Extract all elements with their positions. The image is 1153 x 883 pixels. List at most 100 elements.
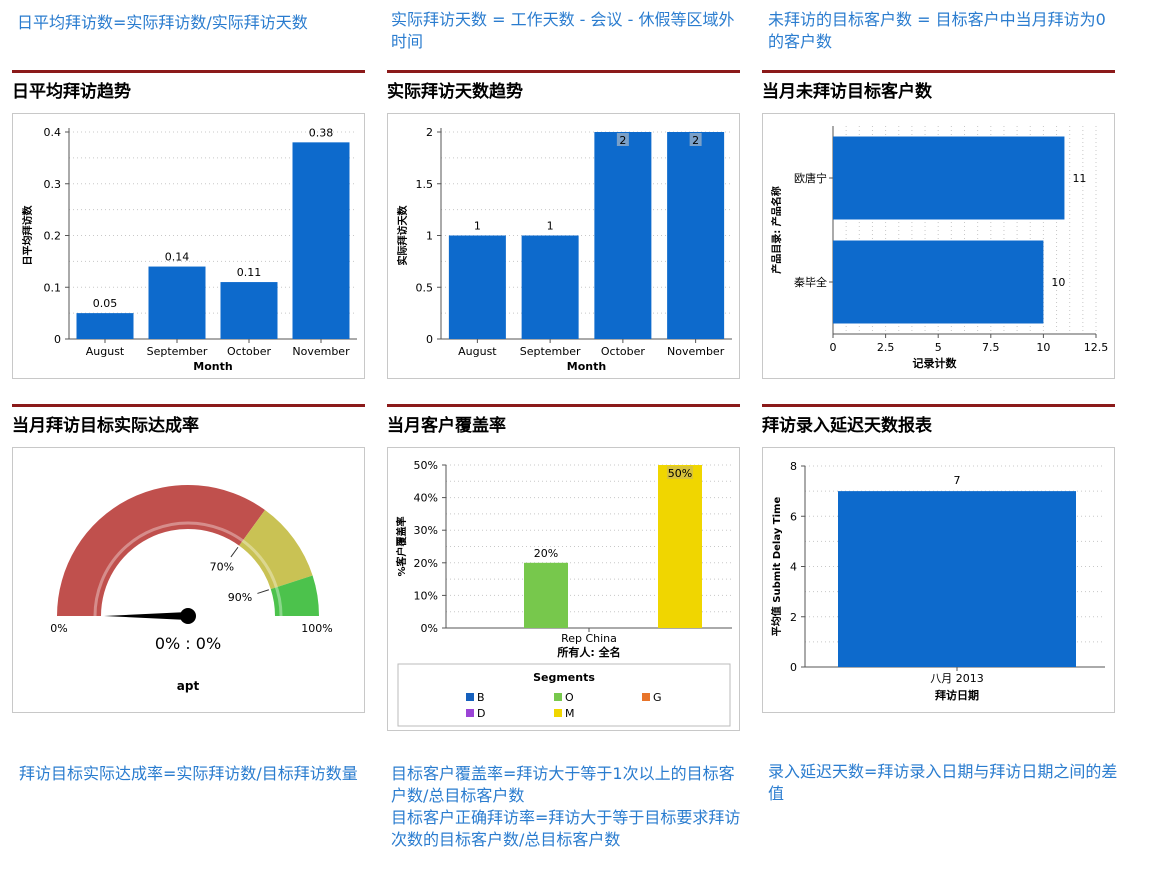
y-tick-label: 0.3 — [44, 178, 62, 191]
panel-title-actual-days: 实际拜访天数趋势 — [387, 82, 523, 102]
title-rule-4 — [12, 404, 365, 407]
y-tick-label: 30% — [414, 524, 438, 537]
x-tick-label: September — [520, 345, 581, 358]
title-rule-6 — [762, 404, 1115, 407]
gauge-min-label: 0% — [50, 622, 67, 635]
chart-panel-entry-delay: 0 2 4 6 8 7 八月 2013 拜访日期 平均值 Submit Delay Time — [762, 447, 1115, 713]
bar-3 — [667, 132, 725, 339]
y-tick-label: 2 — [790, 611, 797, 624]
actual-days-bar-chart: 0 0.5 1 1.5 2 1 August 1 September 2 October 2 Novem… — [396, 126, 732, 373]
note-coverage-formula: 目标客户覆盖率=拜访大于等于1次以上的目标客户数/总目标客户数 目标客户正确拜访… — [391, 764, 741, 849]
data-label-bg — [689, 133, 702, 146]
bar-0 — [448, 235, 506, 339]
y-tick-label: 50% — [414, 459, 438, 472]
data-label: 0.11 — [237, 266, 262, 279]
legend-title: Segments — [533, 671, 595, 684]
y-tick-label: 1 — [426, 230, 433, 243]
data-label-bg — [667, 466, 693, 479]
x-tick-label: October — [601, 345, 645, 358]
x-tick-label: 八月 2013 — [930, 672, 984, 685]
achievement-gauge: 70% 90% 0% 100% 0% : 0% apt — [50, 485, 333, 693]
data-label: 0.05 — [93, 297, 118, 310]
x-tick-label: 12.5 — [1084, 341, 1109, 354]
x-tick-label: August — [86, 345, 125, 358]
y-tick-label: 欧唐宁 — [794, 171, 827, 185]
legend-swatch-M — [554, 709, 562, 717]
legend-swatch-D — [466, 709, 474, 717]
y-axis-title: 平均值 Submit Delay Time — [770, 497, 783, 637]
note-achievement-formula: 拜访目标实际达成率=实际拜访数/目标拜访数量 — [19, 764, 358, 783]
x-tick-label: Rep China — [561, 632, 617, 645]
data-label: 0.38 — [309, 126, 334, 139]
note-actual-days-formula: 实际拜访天数 = 工作天数 - 会议 - 休假等区域外时间 — [391, 10, 735, 51]
legend-label: B — [477, 691, 485, 704]
panel-title-achievement: 当月拜访目标实际达成率 — [12, 416, 199, 436]
data-label-bg — [616, 133, 629, 146]
y-tick-label: 8 — [790, 460, 797, 473]
x-tick-label: 2.5 — [877, 341, 895, 354]
bar-M — [658, 465, 702, 628]
gauge-band-0 — [57, 485, 265, 616]
y-tick-label: 10% — [414, 589, 438, 602]
chart-panel-unvisited: 11 欧唐宁 10 秦毕全 0 2.5 5 7.5 10 12.5 记录计数 产品目录: 产品名称 — [762, 113, 1115, 379]
gauge-hub — [180, 608, 196, 624]
note-delay-formula: 录入延迟天数=拜访录入日期与拜访日期之间的差值 — [768, 762, 1118, 803]
data-label: 2 — [692, 134, 699, 147]
y-tick-label: 2 — [426, 126, 433, 139]
note-unvisited-formula: 未拜访的目标客户数 = 目标客户中当月拜访为0的客户数 — [768, 10, 1106, 51]
data-label: 2 — [619, 134, 626, 147]
y-tick-label: 0 — [426, 333, 433, 346]
gauge-max-label: 100% — [301, 622, 332, 635]
legend-label: M — [565, 707, 575, 720]
bar-O — [524, 562, 568, 628]
chart-panel-coverage: 0% 10% 20% 30% 40% 50% 20% 50% Rep China 所有人: 全名%… — [387, 447, 740, 731]
data-label: 1 — [474, 220, 481, 233]
bar-0 — [838, 491, 1076, 667]
bar-2 — [594, 132, 652, 339]
panel-title-entry-delay: 拜访录入延迟天数报表 — [762, 416, 932, 436]
entry-delay-bar-chart: 0 2 4 6 8 7 八月 2013 拜访日期 平均值 Submit Delay Time — [770, 460, 1105, 702]
x-axis-title: 拜访日期 — [935, 688, 979, 702]
data-label: 7 — [954, 474, 961, 487]
y-tick-label: 秦毕全 — [794, 275, 827, 289]
bar-3 — [292, 142, 350, 339]
panel-title-daily-avg: 日平均拜访趋势 — [12, 82, 131, 102]
gauge-threshold-label: 90% — [228, 591, 252, 604]
chart-panel-actual-days: 0 0.5 1 1.5 2 1 August 1 September 2 October 2 Novem… — [387, 113, 740, 379]
legend-label: O — [565, 691, 574, 704]
bar-1 — [148, 266, 206, 339]
y-axis-title: %客户覆盖率 — [395, 516, 408, 576]
note-daily-avg-formula: 日平均拜访数=实际拜访数/实际拜访天数 — [17, 13, 308, 32]
daily-avg-bar-chart: 0 0.1 0.2 0.3 0.4 0.05 August 0.14 September 0.11… — [21, 126, 357, 373]
x-axis-title: Month — [567, 360, 606, 373]
title-rule-2 — [387, 70, 740, 73]
x-tick-label: 5 — [935, 341, 942, 354]
gauge-needle — [104, 612, 188, 620]
y-tick-label: 0.4 — [44, 126, 62, 139]
legend-swatch-B — [466, 693, 474, 701]
data-label: 20% — [534, 547, 558, 560]
data-label: 50% — [668, 467, 692, 480]
legend-swatch-G — [642, 693, 650, 701]
x-tick-label: 10 — [1036, 341, 1050, 354]
y-axis-title: 日平均拜访数 — [21, 205, 34, 266]
legend-swatch-O — [554, 693, 562, 701]
gauge-threshold-tick — [257, 589, 269, 594]
bar-2 — [220, 282, 278, 339]
y-tick-label: 0 — [54, 333, 61, 346]
x-tick-label: September — [147, 345, 208, 358]
bar-1 — [833, 240, 1044, 324]
x-tick-label: November — [292, 345, 350, 358]
data-label: 11 — [1072, 172, 1086, 185]
bar-0 — [833, 136, 1065, 220]
gauge-threshold-label: 70% — [210, 561, 234, 574]
data-label: 1 — [547, 220, 554, 233]
x-tick-label: 0 — [830, 341, 837, 354]
data-label: 10 — [1051, 276, 1065, 289]
data-label: 0.14 — [165, 251, 190, 264]
bar-0 — [76, 313, 134, 339]
y-tick-label: 40% — [414, 492, 438, 505]
unvisited-hbar-chart: 11 欧唐宁 10 秦毕全 0 2.5 5 7.5 10 12.5 记录计数 产品目录: 产品名称 — [770, 126, 1109, 370]
chart-panel-achievement: 70% 90% 0% 100% 0% : 0% apt — [12, 447, 365, 713]
